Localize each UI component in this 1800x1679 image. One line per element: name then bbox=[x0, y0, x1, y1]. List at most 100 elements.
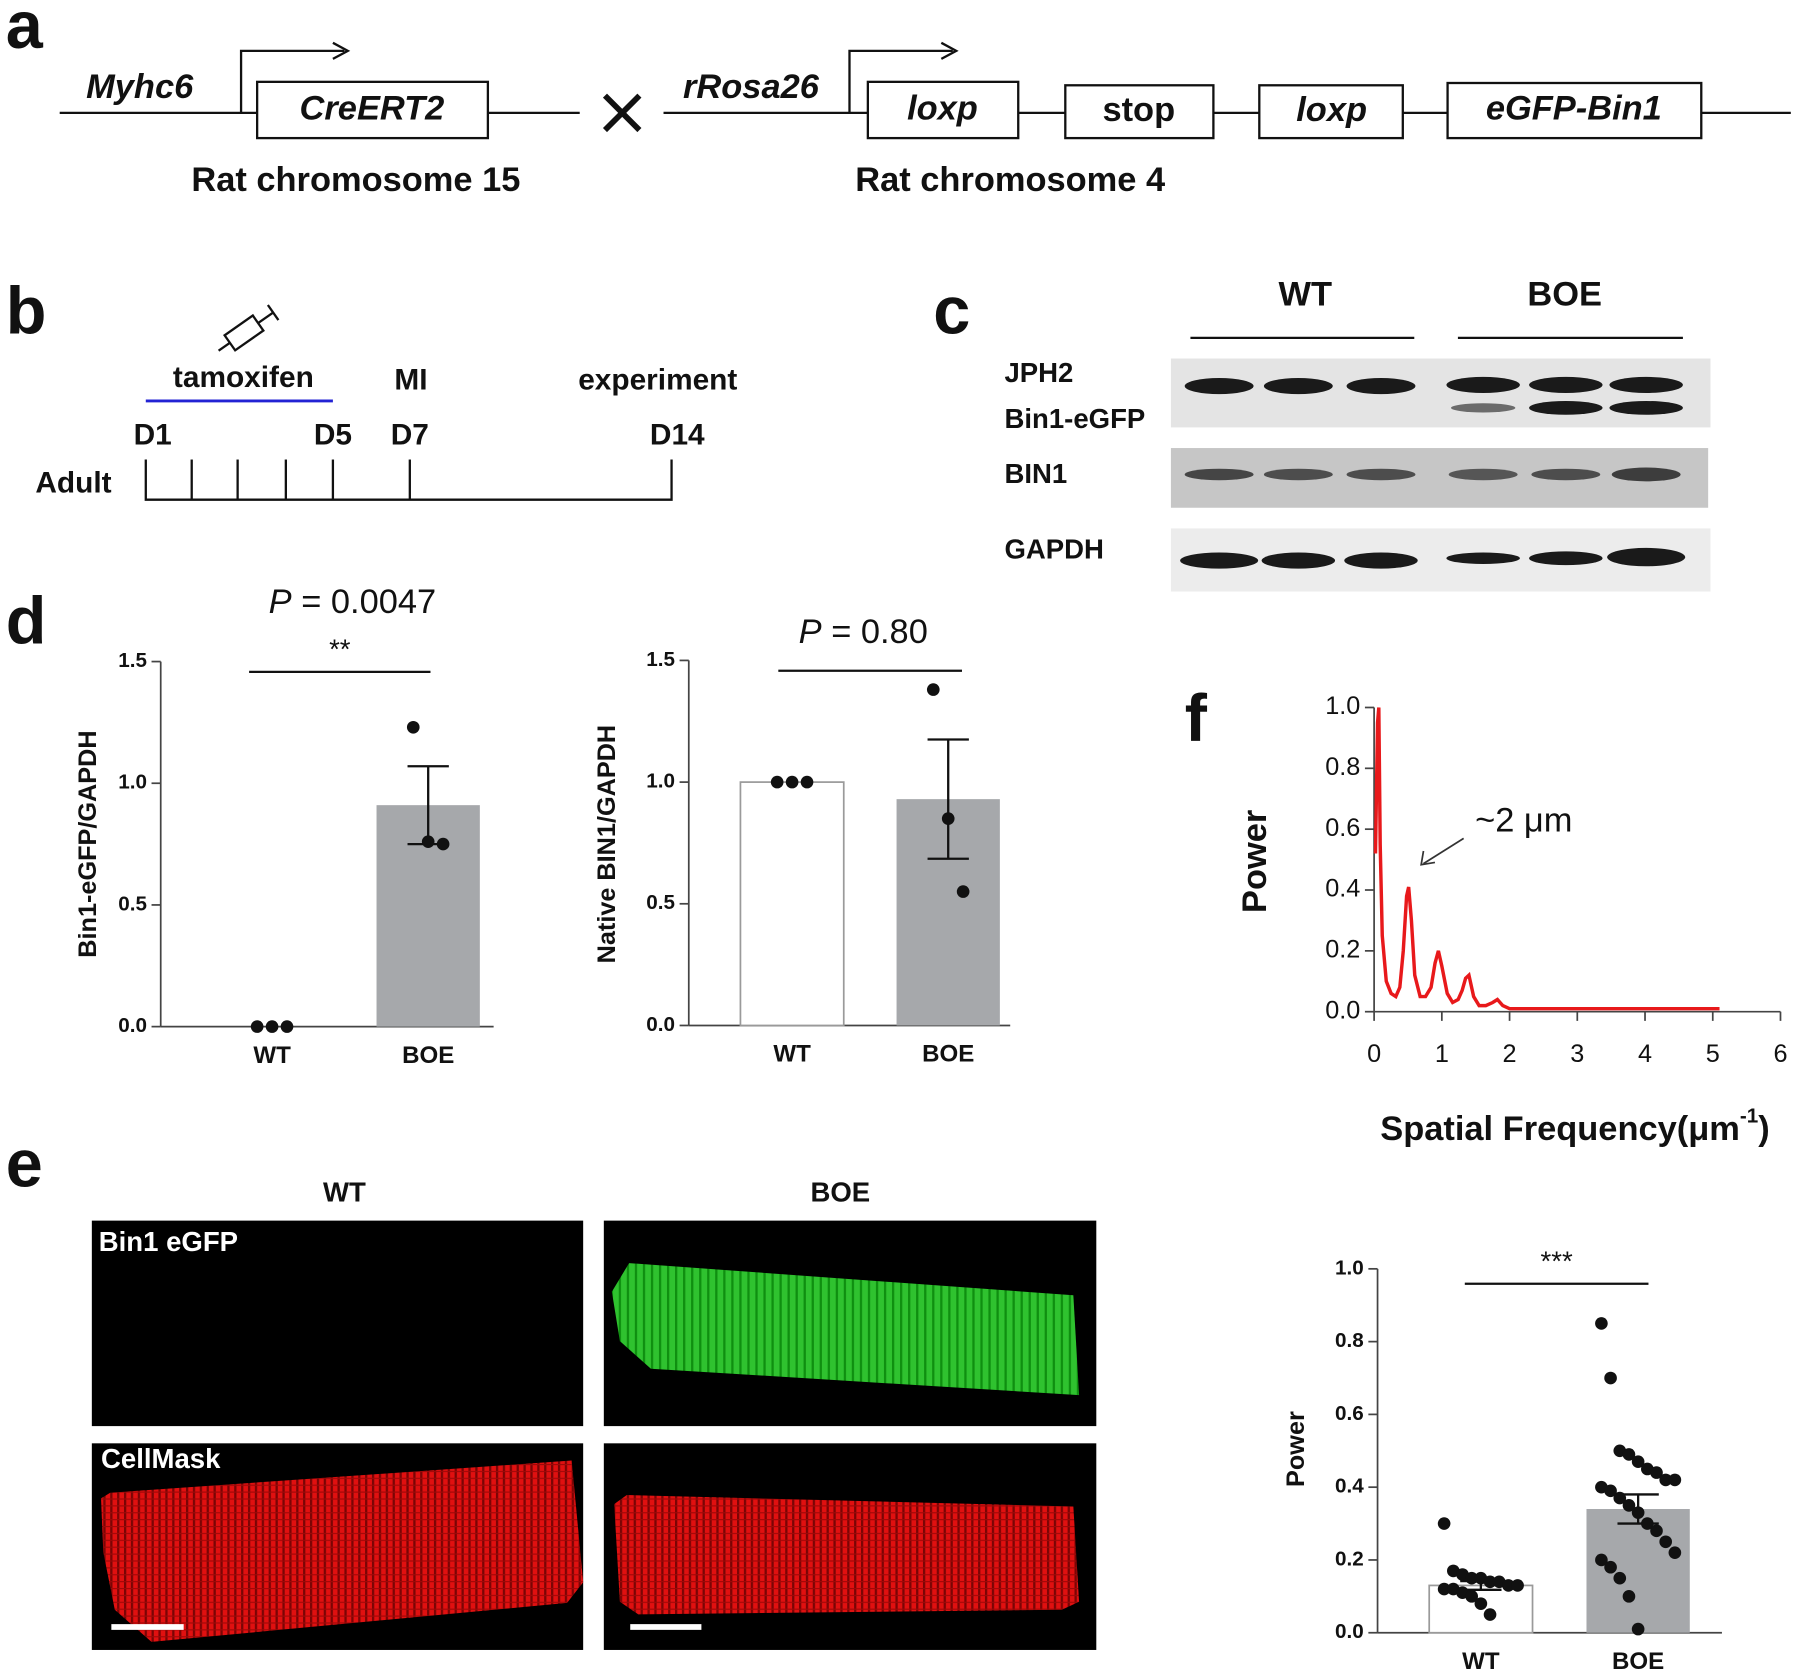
data-point bbox=[800, 775, 814, 789]
x-tick-label: BOE bbox=[922, 1041, 974, 1068]
data-point bbox=[1483, 1575, 1497, 1589]
protein: Bin1-eGFP bbox=[1004, 403, 1145, 434]
protein: JPH2 bbox=[1004, 357, 1073, 388]
bar bbox=[1586, 1509, 1690, 1633]
y-tick-label: 1.0 bbox=[1335, 1256, 1364, 1279]
p-symbol: P bbox=[799, 613, 822, 651]
annotation-arrowhead bbox=[1420, 850, 1436, 866]
micrographs bbox=[91, 1220, 1097, 1650]
x-tick-label: 3 bbox=[1570, 1040, 1584, 1068]
y-tick-label: 0.4 bbox=[1325, 875, 1360, 903]
significance: *** bbox=[1541, 1245, 1573, 1276]
y-tick-label: 0.2 bbox=[1325, 936, 1360, 964]
data-point bbox=[421, 835, 435, 848]
x-tick-label: 6 bbox=[1773, 1040, 1787, 1068]
x-tick-label: WT bbox=[253, 1042, 291, 1069]
data-point bbox=[926, 683, 940, 696]
timeline bbox=[144, 304, 673, 501]
data-point bbox=[785, 775, 799, 789]
panel-text: a b c d e f Myhc6 CreERT2 Rat chromosome… bbox=[6, 0, 1662, 1474]
y-tick-label: 1.5 bbox=[118, 649, 147, 672]
x-label-end: ) bbox=[1758, 1110, 1769, 1148]
stage: Adult bbox=[35, 467, 111, 500]
panel-label: f bbox=[1185, 682, 1208, 756]
data-point bbox=[1465, 1590, 1478, 1603]
data-point bbox=[941, 812, 955, 825]
y-tick-label: 0.2 bbox=[1335, 1547, 1364, 1570]
y-tick-label: 0.8 bbox=[1335, 1329, 1364, 1352]
x-tick-label: 2 bbox=[1503, 1040, 1517, 1068]
data-point bbox=[956, 885, 970, 898]
data-point bbox=[1659, 1473, 1673, 1487]
data-point bbox=[1604, 1484, 1617, 1498]
x-tick-label: BOE bbox=[402, 1042, 454, 1069]
p-text: = 0.0047 bbox=[292, 583, 437, 621]
data-point bbox=[1650, 1466, 1663, 1479]
data-point bbox=[1622, 1590, 1636, 1603]
x-label-sup: -1 bbox=[1740, 1105, 1758, 1128]
data-point bbox=[1502, 1579, 1515, 1592]
y-tick-label: 0.0 bbox=[118, 1014, 147, 1037]
panel-label: c bbox=[933, 275, 970, 349]
panel-label: e bbox=[6, 1128, 43, 1202]
protein: GAPDH bbox=[1004, 534, 1103, 565]
y-tick-label: 1.0 bbox=[646, 770, 675, 793]
data-point bbox=[1631, 1622, 1645, 1636]
y-tick-label: 0.5 bbox=[118, 892, 147, 915]
panel-label: b bbox=[6, 275, 47, 349]
x-axis-label: Spatial Frequency(μm-1) bbox=[1380, 1105, 1769, 1148]
element: eGFP-Bin1 bbox=[1486, 90, 1662, 128]
x-tick-label: 4 bbox=[1638, 1040, 1652, 1068]
data-point bbox=[1668, 1546, 1682, 1559]
y-tick-label: 0.0 bbox=[1335, 1620, 1364, 1643]
event: MI bbox=[394, 363, 427, 396]
data-point bbox=[1437, 1582, 1451, 1596]
image-group: WT bbox=[323, 1177, 366, 1208]
x-tick-label: WT bbox=[1462, 1648, 1500, 1675]
p-value: P = 0.0047 bbox=[269, 583, 436, 621]
data-point bbox=[1465, 1571, 1478, 1585]
chart: 0.0 0.5 1.0 1.5 Native BIN1/GAPDH WT BOE P = 0.… bbox=[593, 613, 1011, 1068]
y-axis-label: Power bbox=[1282, 1411, 1310, 1487]
data-point bbox=[1511, 1579, 1524, 1592]
y-tick-label: 0.4 bbox=[1335, 1475, 1364, 1498]
data-point bbox=[1650, 1524, 1663, 1538]
western-blot bbox=[1170, 336, 1711, 592]
data-point bbox=[436, 837, 450, 851]
y-axis-label: Bin1-eGFP/GAPDH bbox=[74, 730, 102, 957]
data-point bbox=[1595, 1553, 1608, 1567]
blot-group: WT bbox=[1278, 276, 1332, 314]
data-point bbox=[1631, 1455, 1645, 1469]
y-tick-label: 0.0 bbox=[646, 1013, 675, 1036]
x-tick-label: 1 bbox=[1435, 1040, 1449, 1068]
bar bbox=[739, 781, 845, 1027]
channel-label: CellMask bbox=[101, 1443, 221, 1474]
gene: CreERT2 bbox=[300, 90, 445, 128]
p-symbol: P bbox=[269, 583, 292, 621]
day: D14 bbox=[650, 418, 705, 451]
significance: ** bbox=[329, 634, 351, 665]
data-point bbox=[1474, 1597, 1488, 1610]
data-point bbox=[250, 1020, 264, 1033]
data-point bbox=[265, 1020, 279, 1033]
y-axis-label: Native BIN1/GAPDH bbox=[593, 725, 621, 964]
data-point bbox=[1622, 1448, 1636, 1461]
chart: 0.0 0.2 0.4 0.6 0.8 1.0 Power 0 1 2 3 4 5 6 Spatial Fr… bbox=[1236, 692, 1787, 1148]
element: stop bbox=[1102, 91, 1175, 129]
treatment: tamoxifen bbox=[173, 361, 314, 394]
annotation-arrow bbox=[1423, 837, 1465, 865]
data-point bbox=[1631, 1506, 1645, 1519]
spectrum-line bbox=[1373, 707, 1720, 1011]
p-value: P = 0.80 bbox=[799, 613, 928, 651]
blot-group: BOE bbox=[1527, 276, 1602, 314]
y-tick-label: 0.6 bbox=[1325, 814, 1360, 842]
data-point bbox=[1604, 1560, 1617, 1574]
y-tick-label: 0.8 bbox=[1325, 753, 1360, 781]
data-point bbox=[1613, 1571, 1627, 1585]
channel-label: Bin1 eGFP bbox=[99, 1226, 238, 1257]
chart: 0.0 0.2 0.4 0.6 0.8 1.0 Power WT BOE *** bbox=[1282, 1245, 1722, 1675]
image-group: BOE bbox=[810, 1177, 870, 1208]
y-axis-label: Power bbox=[1236, 810, 1274, 913]
y-tick-label: 0.6 bbox=[1335, 1402, 1364, 1425]
